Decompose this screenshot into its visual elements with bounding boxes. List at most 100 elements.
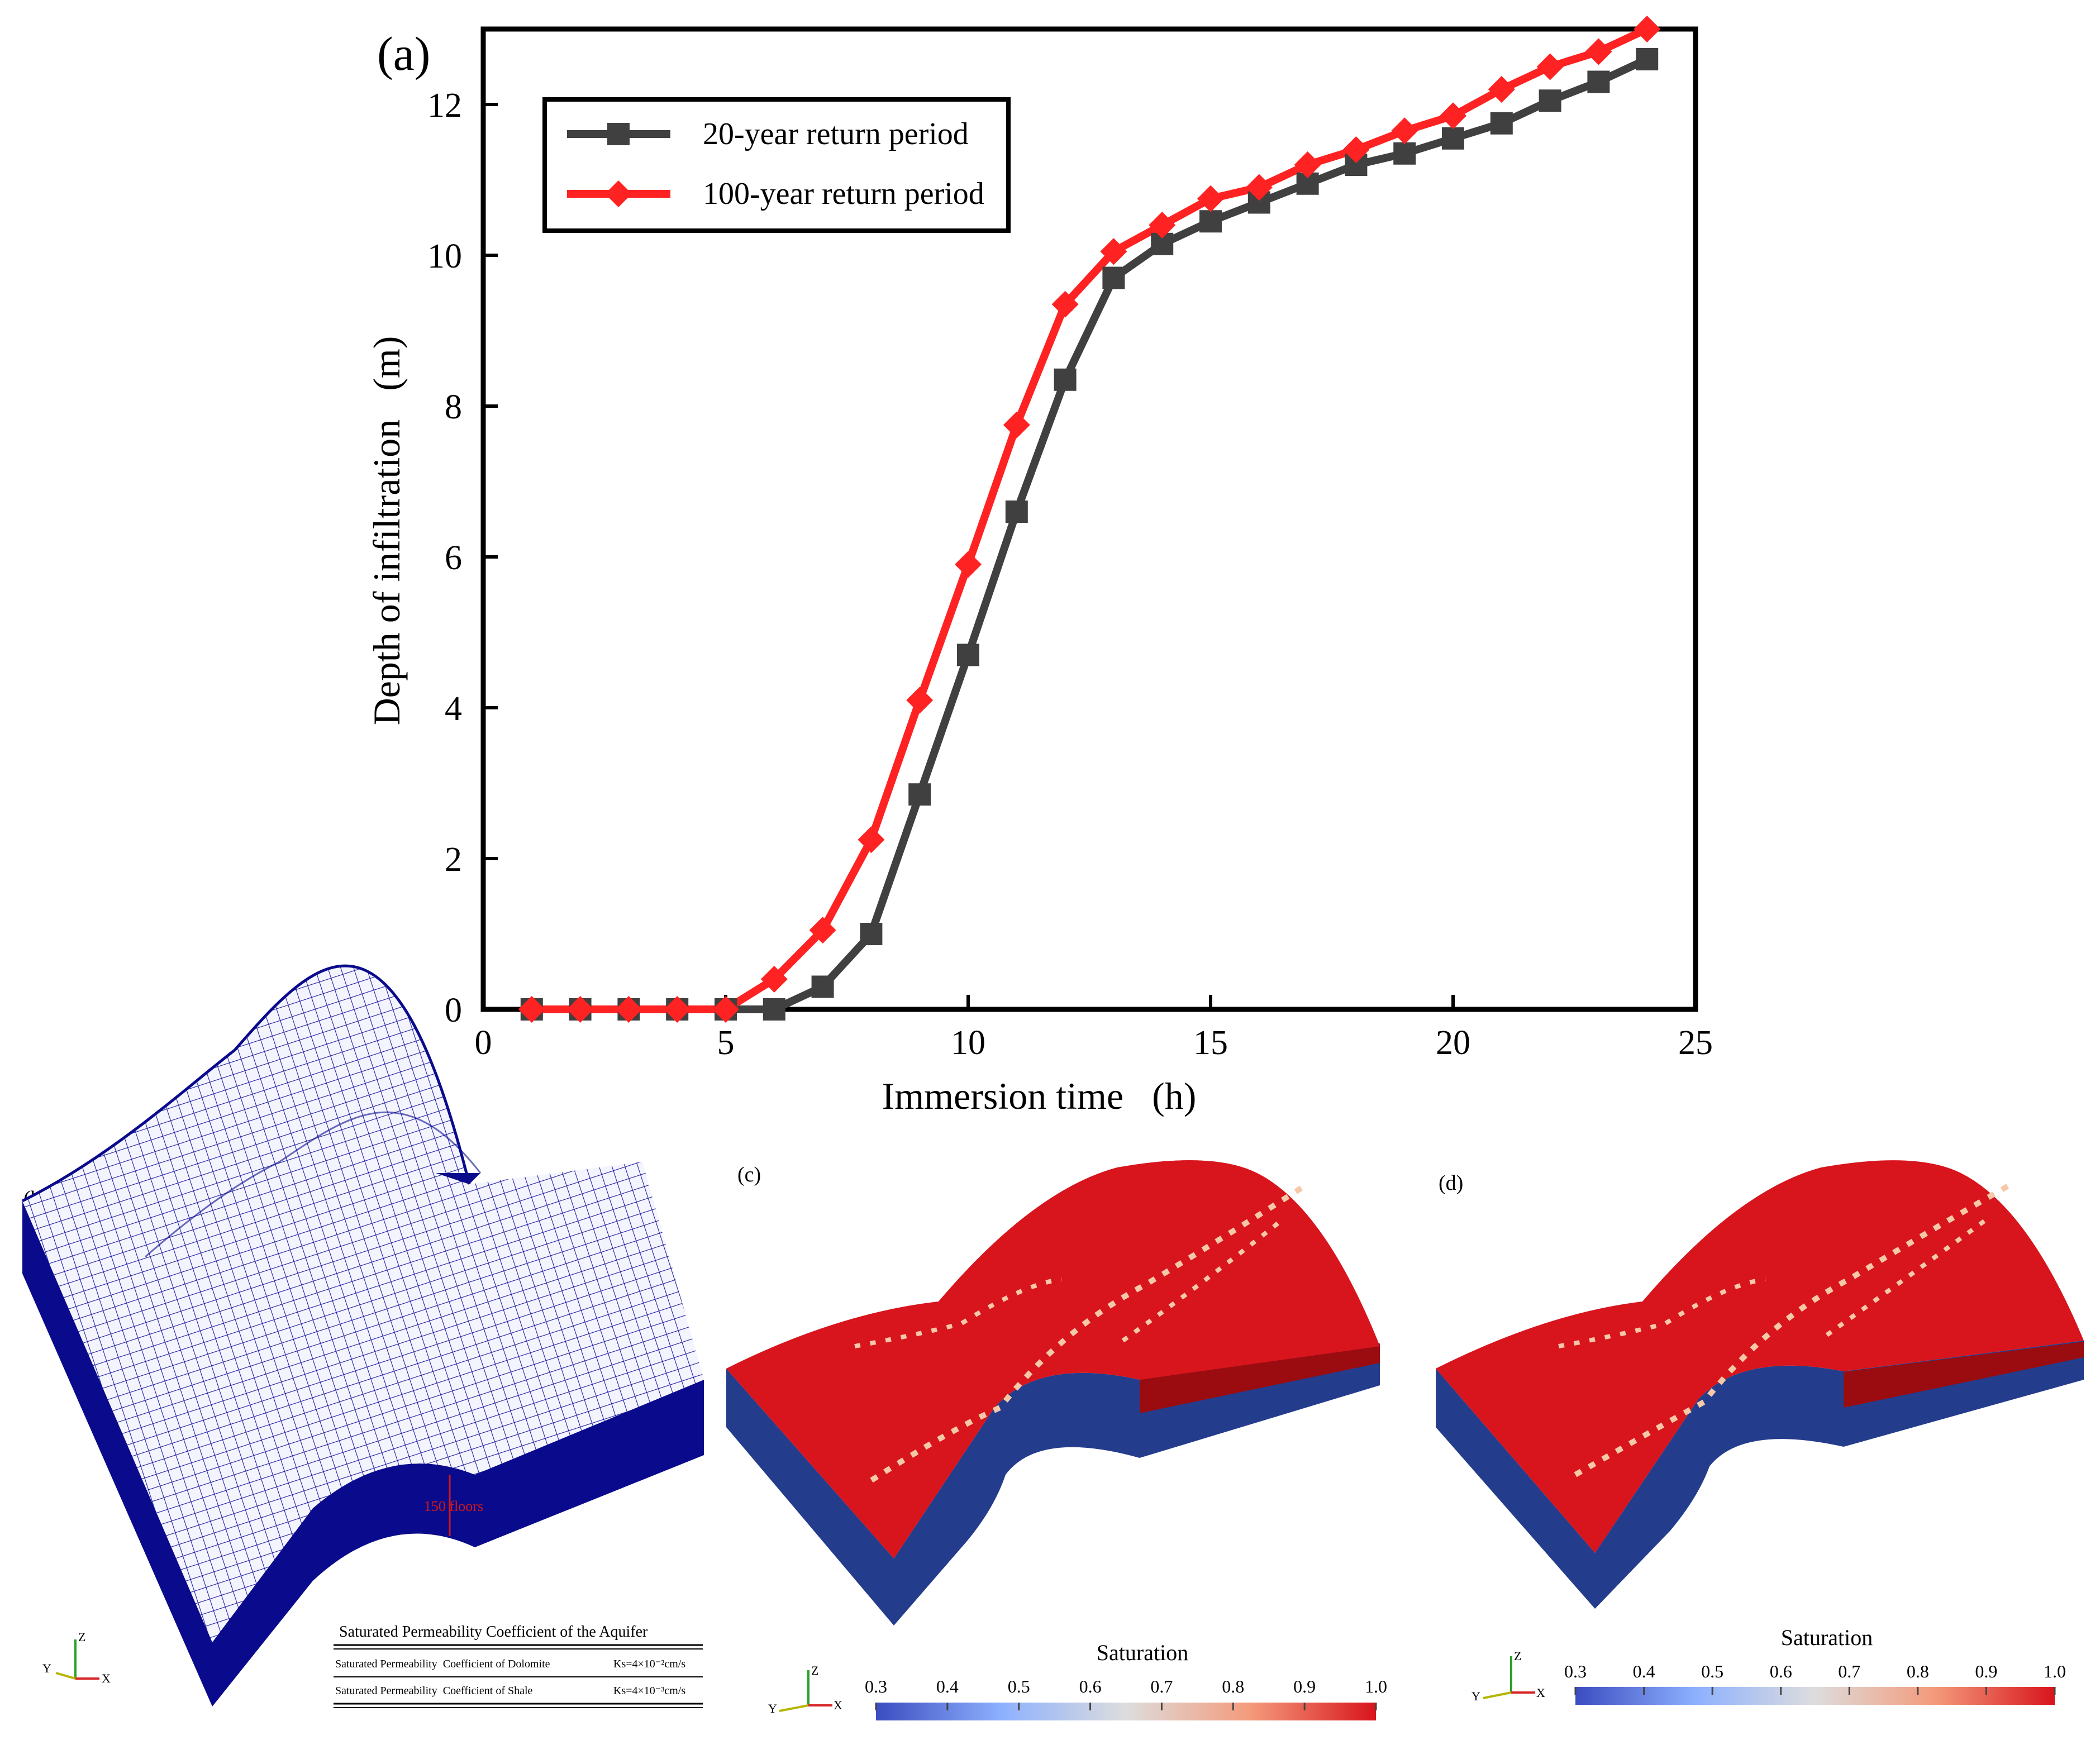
legend-label-100yr: 100-year return period [703, 177, 984, 211]
mesh-peak [436, 1173, 480, 1184]
y-tick-label-0: 0 [445, 991, 462, 1029]
c-stream-2 [854, 1277, 1062, 1348]
x-tick-label-4: 20 [1436, 1024, 1470, 1062]
series-0-point-18 [1393, 142, 1416, 165]
c-side-front [726, 1369, 894, 1625]
y-axis: 0 2 4 6 8 10 12 [427, 87, 498, 1029]
panel-label-a: (a) [377, 27, 430, 80]
colorbar-d [1575, 1687, 2055, 1705]
cbar-d-ticks-label-3: 0.6 [1770, 1661, 1792, 1681]
mesh-grid [22, 966, 704, 1642]
colorbar-d-title: Saturation [1781, 1625, 1873, 1650]
series-1-point-16 [1294, 151, 1321, 178]
series-0-point-7 [860, 923, 883, 945]
colorbar-c-ticks: 0.3 0.4 0.5 0.6 0.7 0.8 0.9 1.0 [865, 1676, 1387, 1710]
series-1-point-12 [1100, 238, 1127, 265]
x-tick-label-1: 5 [717, 1024, 735, 1062]
cbar-d-ticks-label-6: 0.9 [1975, 1661, 1997, 1681]
series-1-point-2 [615, 996, 642, 1023]
series-0-point-14 [1199, 210, 1222, 233]
legend: 20-year return period 100-year return pe… [542, 97, 1011, 233]
series-1-point-17 [1342, 136, 1370, 163]
c-stream-3 [1121, 1215, 1287, 1343]
cbar-c-ticks-label-1: 0.4 [936, 1676, 959, 1696]
axes-triad-c: Z Y X [768, 1663, 842, 1715]
panel-label-d: (d) [1439, 1171, 1463, 1195]
cbar-c-ticks-label-7: 1.0 [1365, 1676, 1387, 1696]
triad-x-label: X [102, 1671, 111, 1685]
series-0-point-19 [1442, 127, 1464, 150]
series-1-point-20 [1488, 76, 1515, 103]
series-0-point-5 [763, 998, 785, 1021]
mesh-ridge-line [145, 1111, 482, 1258]
series-1-point-19 [1440, 102, 1466, 130]
series-0-point-6 [811, 975, 834, 998]
panel-c: (c) Saturation 0.3 0.4 0.5 0.6 0.7 0.8 0.9 1.0 … [726, 1160, 1387, 1720]
cbar-d-ticks-label-4: 0.7 [1838, 1661, 1860, 1681]
series-1-point-23 [1634, 16, 1661, 42]
triad-d-y: Y [1472, 1689, 1480, 1703]
table-row-2-value: Ks=4×10⁻³cm/s [613, 1685, 685, 1697]
x-axis-label: Immersion time (h) [882, 1075, 1197, 1117]
c-side-right [894, 1343, 1380, 1625]
y-tick-label-2: 4 [445, 690, 462, 728]
cbar-c-ticks-label-5: 0.8 [1222, 1676, 1244, 1696]
legend-marker-20yr [607, 123, 630, 145]
cbar-c-ticks-label-4: 0.7 [1150, 1676, 1173, 1696]
axes-triad-b: Z Y X [42, 1630, 111, 1685]
cbar-d-ticks-label-2: 0.5 [1701, 1661, 1723, 1681]
cbar-d-ticks-label-7: 1.0 [2044, 1661, 2066, 1681]
d-side-front [1436, 1369, 1595, 1609]
y-tick-label-6: 12 [427, 87, 462, 125]
c-stream-1 [870, 1181, 1309, 1483]
series-0-point-11 [1054, 368, 1077, 391]
series-0-point-8 [908, 783, 931, 806]
d-top-surface [1436, 1160, 2084, 1553]
series-1-point-10 [1003, 411, 1030, 438]
cbar-c-ticks-label-6: 0.9 [1293, 1676, 1316, 1696]
series-1-point-6 [809, 917, 836, 944]
series-1-point-15 [1245, 174, 1273, 201]
mesh-ridge [21, 964, 471, 1203]
x-tick-label-5: 25 [1678, 1024, 1713, 1062]
series-0-point-12 [1102, 266, 1125, 289]
series-1-point-14 [1197, 185, 1224, 212]
d-stream-1 [1574, 1181, 2013, 1477]
x-tick-label-3: 15 [1193, 1024, 1228, 1062]
table-row-2-name: Saturated Permeability Coefficient of Sh… [335, 1685, 533, 1697]
c-top-upper [939, 1160, 1380, 1380]
cbar-c-ticks-label-0: 0.3 [865, 1676, 887, 1696]
table-row-1-value: Ks=4×10⁻²cm/s [613, 1658, 685, 1670]
d-dark-strip [1844, 1342, 2084, 1408]
y-tick-label-3: 6 [445, 539, 462, 577]
series-1-point-3 [664, 996, 691, 1023]
panel-label-c: (c) [737, 1163, 761, 1186]
panel-b: (b) 150 floors Saturated Permeability Co… [21, 964, 704, 1708]
d-side-right [1595, 1341, 2084, 1609]
cbar-d-ticks-label-5: 0.8 [1907, 1661, 1929, 1681]
series-1-point-8 [906, 687, 934, 714]
series-1-point-13 [1149, 212, 1176, 239]
y-tick-label-5: 10 [427, 237, 462, 275]
colorbar-c-title: Saturation [1097, 1640, 1188, 1665]
y-axis-label: Depth of infiltration (m) [365, 336, 408, 726]
cbar-c-ticks-label-3: 0.6 [1079, 1676, 1102, 1696]
series-1-point-22 [1585, 38, 1612, 65]
mesh-side-right [212, 1380, 704, 1706]
series-1-point-5 [760, 966, 788, 993]
chart-a: (a) 0 5 10 15 20 25 0 2 4 6 8 10 12 Immersion time … [365, 16, 1713, 1117]
plot-frame [480, 26, 1698, 1012]
triad-c-x: X [834, 1698, 842, 1712]
series-0-point-10 [1005, 500, 1028, 523]
triad-y-label: Y [42, 1661, 51, 1675]
triad-z-label: Z [78, 1630, 85, 1644]
x-tick-label-2: 10 [951, 1024, 985, 1062]
series-1-point-18 [1391, 117, 1418, 145]
floors-annotation: 150 floors [424, 1498, 483, 1514]
x-axis: 0 5 10 15 20 25 [475, 995, 1713, 1062]
mesh-side-front [22, 1201, 212, 1706]
series-1-point-21 [1536, 53, 1564, 80]
triad-d-x: X [1536, 1686, 1545, 1700]
series-0-point-22 [1587, 70, 1610, 93]
